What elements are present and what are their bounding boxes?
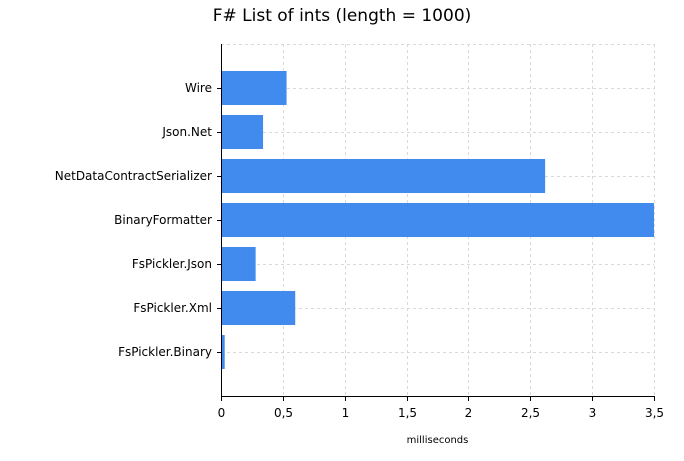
category-label: FsPickler.Json — [132, 257, 212, 271]
bar-netdatacontractserializer — [221, 159, 546, 193]
bar-fspickler-json — [221, 247, 256, 281]
axes — [221, 44, 654, 397]
x-tick-label: 0 — [218, 406, 226, 420]
x-axis-title: milliseconds — [407, 435, 469, 446]
category-label: Json.Net — [161, 125, 212, 139]
category-label: NetDataContractSerializer — [55, 169, 212, 183]
category-label: FsPickler.Binary — [118, 345, 212, 359]
bar-wire — [221, 71, 287, 105]
x-tick-label: 2,5 — [521, 406, 540, 420]
x-tick-label: 3,5 — [645, 406, 664, 420]
x-tick-label: 1,5 — [398, 406, 417, 420]
bar-binaryformatter — [221, 203, 654, 237]
x-tick-label: 3 — [589, 406, 597, 420]
chart-title: F# List of ints (length = 1000) — [212, 6, 472, 26]
x-tick-label: 1 — [342, 406, 350, 420]
category-label: BinaryFormatter — [114, 213, 212, 227]
x-tick-label: 2 — [465, 406, 473, 420]
bar-json-net — [221, 115, 264, 149]
category-label: Wire — [185, 81, 212, 95]
bars — [221, 71, 654, 369]
tick-labels: 0 0,5 1 1,5 2 2,5 3 3,5 — [218, 396, 664, 420]
bar-fspickler-xml — [221, 291, 296, 325]
category-labels: Wire Json.Net NetDataContractSerializer Bin… — [55, 81, 221, 359]
category-label: FsPickler.Xml — [133, 301, 212, 315]
x-tick-label: 0,5 — [274, 406, 293, 420]
bar-fspickler-binary — [221, 335, 225, 369]
